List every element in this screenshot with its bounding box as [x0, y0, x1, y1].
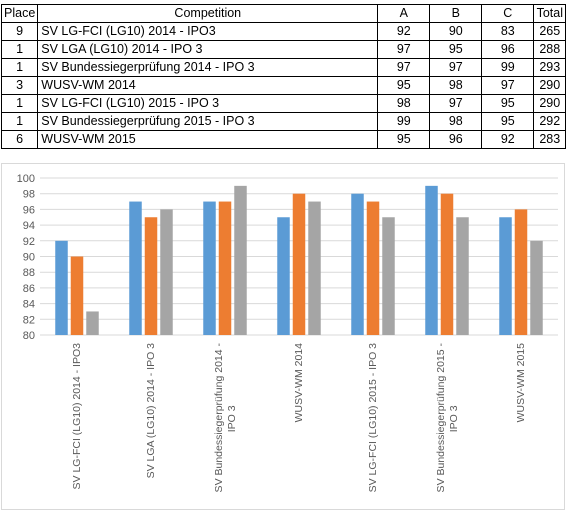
y-tick-label: 88: [23, 267, 35, 279]
cell-place: 3: [0, 76, 39, 95]
x-tick-label: WUSV-WM 2014: [293, 343, 305, 423]
header-a: A: [377, 4, 431, 23]
cell-total: 290: [533, 76, 567, 95]
header-c: C: [481, 4, 535, 23]
x-tick-label: SV Bundessiegerprüfung 2014 -IPO 3: [213, 342, 238, 492]
cell-competition: WUSV-WM 2014: [37, 76, 379, 95]
header-place: Place: [0, 4, 39, 23]
cell-place: 6: [0, 130, 39, 149]
y-tick-label: 94: [23, 220, 35, 232]
cell-total: 290: [533, 94, 567, 113]
bar: [218, 201, 232, 335]
bar: [86, 311, 99, 335]
cell-total: 283: [533, 130, 567, 149]
cell-c: 92: [481, 130, 535, 149]
cell-a: 95: [377, 76, 431, 95]
cell-b: 97: [429, 94, 483, 113]
cell-total: 265: [533, 22, 567, 41]
cell-a: 99: [377, 112, 431, 131]
y-tick-label: 84: [23, 299, 35, 311]
bar: [456, 217, 469, 335]
cell-total: 293: [533, 58, 567, 77]
bar: [292, 193, 306, 335]
cell-place: 1: [0, 58, 39, 77]
cell-competition: SV LG-FCI (LG10) 2014 - IPO3: [37, 22, 379, 41]
x-tick-label: WUSV-WM 2015: [515, 343, 527, 423]
cell-competition: SV LG-FCI (LG10) 2015 - IPO 3: [37, 94, 379, 113]
cell-c: 95: [481, 112, 535, 131]
bar: [351, 193, 364, 335]
cell-c: 83: [481, 22, 535, 41]
table-row: 3 WUSV-WM 2014 95 98 97 290: [0, 76, 567, 95]
cell-c: 97: [481, 76, 535, 95]
cell-place: 1: [0, 94, 39, 113]
table-row: 1 SV Bundessiegerprüfung 2015 - IPO 3 99 98…: [0, 112, 567, 131]
cell-b: 96: [429, 130, 483, 149]
y-tick-label: 80: [23, 330, 35, 342]
cell-place: 1: [0, 40, 39, 59]
table-row: 9 SV LG-FCI (LG10) 2014 - IPO3 92 90 83 265: [0, 22, 567, 41]
bar: [308, 201, 321, 335]
header-b: B: [429, 4, 483, 23]
bar-chart: 80 82 84 86 88 90 92 94 96 98 100 SV LG-FCI (LG10) …: [17, 173, 558, 493]
bar: [234, 185, 247, 335]
bar: [440, 193, 454, 335]
y-tick-label: 82: [23, 314, 35, 326]
bar: [382, 217, 395, 335]
results-table: Place Competition A B C Total 9 SV LG-FCI…: [0, 4, 567, 149]
cell-b: 98: [429, 112, 483, 131]
bar: [144, 217, 158, 335]
bar: [70, 256, 84, 335]
table-row: 1 SV LG-FCI (LG10) 2015 - IPO 3 98 97 95 290: [0, 94, 567, 113]
cell-place: 1: [0, 112, 39, 131]
cell-c: 96: [481, 40, 535, 59]
cell-b: 98: [429, 76, 483, 95]
y-tick-label: 100: [17, 173, 35, 185]
chart-container: 80 82 84 86 88 90 92 94 96 98 100 SV LG-FCI (LG10) …: [1, 163, 565, 510]
y-tick-label: 86: [23, 283, 35, 295]
bar: [160, 209, 173, 335]
y-tick-label: 90: [23, 252, 35, 264]
bar: [203, 201, 216, 335]
table-row: 1 SV LGA (LG10) 2014 - IPO 3 97 95 96 288: [0, 40, 567, 59]
cell-place: 9: [0, 22, 39, 41]
bar: [499, 217, 512, 335]
cell-a: 92: [377, 22, 431, 41]
bar: [277, 217, 290, 335]
x-tick-label: SV LG-FCI (LG10) 2015 - IPO 3: [367, 343, 379, 493]
bar: [129, 201, 142, 335]
y-tick-label: 98: [23, 189, 35, 201]
cell-total: 292: [533, 112, 567, 131]
cell-competition: SV LGA (LG10) 2014 - IPO 3: [37, 40, 379, 59]
cell-a: 98: [377, 94, 431, 113]
cell-c: 99: [481, 58, 535, 77]
cell-competition: WUSV-WM 2015: [37, 130, 379, 149]
cell-b: 97: [429, 58, 483, 77]
y-tick-label: 96: [23, 204, 35, 216]
cell-a: 97: [377, 58, 431, 77]
header-total: Total: [533, 4, 567, 23]
x-tick-label: SV LGA (LG10) 2014 - IPO 3: [145, 343, 157, 479]
header-competition: Competition: [37, 4, 379, 23]
bar: [425, 185, 438, 335]
cell-competition: SV Bundessiegerprüfung 2014 - IPO 3: [37, 58, 379, 77]
cell-a: 97: [377, 40, 431, 59]
bar: [55, 240, 68, 335]
table-header-row: Place Competition A B C Total: [0, 4, 567, 23]
bar: [530, 240, 543, 335]
y-tick-label: 92: [23, 236, 35, 248]
table-row: 6 WUSV-WM 2015 95 96 92 283: [0, 130, 567, 149]
cell-c: 95: [481, 94, 535, 113]
cell-b: 95: [429, 40, 483, 59]
x-tick-label: SV Bundessiegerprüfung 2015 -IPO 3: [435, 342, 460, 492]
cell-a: 95: [377, 130, 431, 149]
bar: [514, 209, 528, 335]
cell-competition: SV Bundessiegerprüfung 2015 - IPO 3: [37, 112, 379, 131]
bar: [366, 201, 380, 335]
cell-total: 288: [533, 40, 567, 59]
cell-b: 90: [429, 22, 483, 41]
table-row: 1 SV Bundessiegerprüfung 2014 - IPO 3 97 97…: [0, 58, 567, 77]
x-tick-label: SV LG-FCI (LG10) 2014 - IPO3: [71, 343, 83, 490]
